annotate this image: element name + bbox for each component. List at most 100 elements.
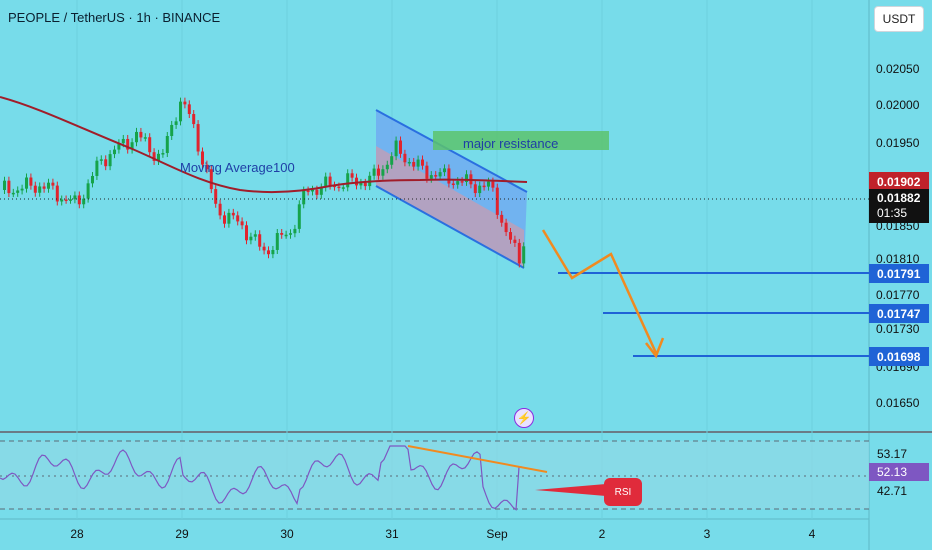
candle-body [174,121,178,125]
candle-body [148,137,152,153]
candle-body [165,136,169,154]
candle-body [337,186,341,189]
candle-countdown: 01:35 [877,206,908,220]
candlestick-series [3,97,526,268]
candle-body [438,172,442,177]
candle-body [280,233,284,235]
candle-body [179,101,182,122]
candle-body [227,212,231,224]
candle-body [236,215,240,222]
candle-body [95,160,99,176]
candle-body [223,215,226,224]
candle-body [69,199,72,201]
candle-body [240,221,244,226]
candle-body [86,183,90,199]
candle-body [346,173,350,188]
last-price-value: 0.01882 [877,191,921,205]
candle-body [25,177,28,189]
candle-body [262,246,266,251]
candle-body [60,199,64,202]
candle-body [394,140,398,157]
moving-average-100-line[interactable] [0,96,528,194]
candle-body [231,212,235,216]
date-label: Sep [486,527,508,541]
candle-body [196,124,200,152]
candle-body [451,183,455,186]
candle-body [302,190,306,205]
price-tick: 0.01650 [876,396,920,410]
date-label: 2 [598,527,606,541]
candle-body [416,159,420,167]
rsi-upper-value: 53.17 [877,447,908,461]
candle-body [77,195,81,205]
rsi-divergence-line[interactable] [407,445,548,473]
candle-body [258,234,262,247]
candle-body [372,168,376,176]
candle-body [403,153,407,163]
moving-average-label: Moving Average100 [180,160,295,175]
rsi-line[interactable] [0,445,522,511]
ma-price-tag: 0.01902 [869,172,929,191]
channel-lower-line[interactable] [375,185,525,269]
candle-body [275,233,279,250]
candle-body [522,246,526,264]
price-tick: 0.01950 [876,136,920,150]
candle-body [187,104,191,115]
target-2-tag: 0.01747 [869,304,929,323]
candle-body [289,233,292,235]
candle-body [267,250,270,255]
candle-body [205,164,209,170]
price-tick: 0.01810 [876,252,920,266]
candle-body [47,182,50,189]
flash-icon[interactable]: ⚡ [514,408,534,428]
candle-body [253,234,257,237]
candle-body [16,190,20,193]
candle-body [333,185,336,188]
candle-body [315,189,319,195]
rsi-badge[interactable]: RSI [604,478,642,506]
resistance-label: major resistance [463,136,559,151]
price-tick: 0.02000 [876,98,920,112]
candle-body [7,180,11,194]
candle-body [500,214,504,223]
currency-button[interactable]: USDT [874,6,924,32]
date-label: 31 [385,527,399,541]
candle-body [491,181,495,188]
candle-body [135,131,138,143]
price-tick: 0.01770 [876,288,920,302]
candle-body [99,159,103,161]
projection-arrow[interactable] [541,229,658,354]
price-tick: 0.01730 [876,322,920,336]
chart-title: PEOPLE / TetherUS · 1h · BINANCE [8,10,221,25]
resistance-zone[interactable] [433,131,609,150]
candle-body [421,159,424,166]
candle-body [29,177,33,186]
candle-body [460,181,464,183]
rsi-current-value: 52.13 [869,463,929,481]
candle-body [495,187,499,215]
candle-body [3,180,6,190]
candle-body [143,137,147,139]
candle-body [42,186,46,189]
candle-body [412,161,416,167]
candle-body [117,143,121,150]
candle-body [306,190,310,193]
candle-body [130,142,134,150]
target-3-tag: 0.01698 [869,347,929,366]
candle-body [218,203,222,216]
channel-upper-line[interactable] [375,109,528,193]
candle-body [293,228,297,234]
candle-body [183,101,187,105]
candle-body [245,225,248,241]
rsi-lower-value: 42.71 [877,484,908,498]
candle-body [121,138,125,144]
date-label: 30 [280,527,294,541]
candle-body [113,149,116,155]
candle-body [385,164,389,170]
candle-body [377,168,380,176]
rsi-pointer [535,484,606,496]
candle-body [425,165,429,179]
candle-body [355,177,358,186]
